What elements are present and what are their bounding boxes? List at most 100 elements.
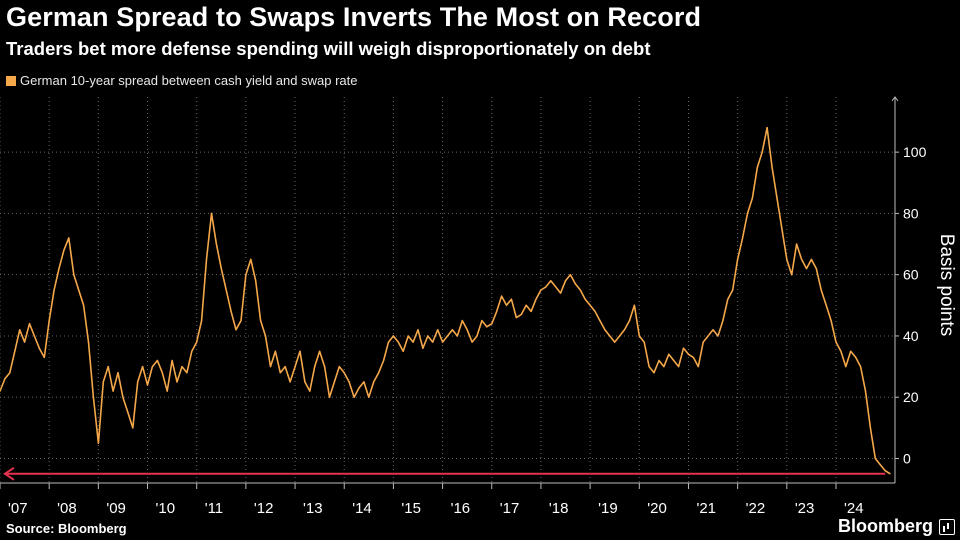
data-point	[137, 381, 139, 383]
data-point	[810, 258, 813, 260]
data-point	[432, 341, 434, 343]
brand-logo: Bloomberg	[838, 516, 956, 537]
data-point	[269, 365, 272, 368]
data-point	[673, 359, 675, 362]
brand-name: Bloomberg	[838, 516, 934, 536]
data-point	[127, 411, 129, 414]
data-point	[623, 329, 626, 331]
data-point	[146, 384, 149, 386]
data-point	[835, 341, 837, 343]
data-point	[196, 341, 198, 343]
data-point	[628, 320, 631, 322]
x-tick-label: '14	[352, 500, 372, 517]
data-point	[348, 381, 350, 383]
data-point	[338, 365, 340, 368]
data-point	[264, 335, 267, 337]
data-point	[368, 396, 370, 398]
data-point	[186, 372, 188, 374]
data-point	[820, 289, 822, 291]
data-point	[4, 378, 6, 380]
data-point	[73, 274, 75, 276]
data-point	[87, 341, 90, 343]
x-tick-label: '17	[500, 500, 520, 517]
data-point	[668, 353, 670, 355]
data-point	[786, 258, 788, 260]
data-point	[491, 323, 493, 325]
data-point	[151, 365, 154, 368]
data-point	[117, 372, 119, 374]
data-point	[702, 341, 704, 343]
data-point	[210, 212, 213, 215]
data-point	[500, 295, 503, 297]
data-point	[245, 274, 247, 276]
data-point	[481, 320, 483, 322]
data-point	[407, 335, 409, 337]
data-point	[161, 372, 163, 374]
data-point	[274, 350, 276, 352]
data-point	[859, 365, 862, 368]
data-point	[427, 335, 429, 337]
data-point	[255, 280, 257, 282]
data-point	[830, 320, 832, 322]
data-point	[682, 347, 685, 349]
source-note: Source: Bloomberg	[6, 521, 127, 536]
data-point	[132, 427, 134, 429]
data-point	[392, 335, 395, 337]
data-point	[697, 365, 699, 368]
data-point	[604, 329, 606, 331]
x-tick-label: '10	[156, 500, 176, 517]
data-point	[28, 323, 31, 325]
data-point	[540, 289, 542, 291]
data-point	[486, 326, 488, 328]
legend: German 10-year spread between cash yield…	[6, 73, 357, 88]
x-tick-label: '23	[795, 500, 815, 517]
data-point	[741, 237, 744, 239]
data-point	[289, 381, 291, 383]
data-point	[589, 304, 591, 306]
data-point	[805, 267, 808, 270]
data-point	[614, 341, 616, 343]
data-point	[225, 289, 227, 291]
data-point	[879, 464, 881, 466]
data-point	[363, 381, 365, 383]
data-point	[353, 396, 355, 398]
data-point	[53, 289, 55, 291]
y-tick-label: 80	[903, 205, 919, 221]
x-tick-label: '09	[106, 500, 126, 517]
data-point	[756, 166, 758, 169]
data-point	[191, 350, 193, 352]
data-point	[63, 249, 65, 251]
data-point	[850, 350, 852, 352]
data-point	[855, 356, 857, 358]
data-point	[309, 390, 311, 392]
data-point	[520, 313, 522, 316]
data-point	[471, 341, 473, 343]
data-point	[815, 267, 817, 270]
data-point	[451, 329, 454, 331]
data-point	[373, 381, 375, 383]
data-point	[663, 365, 665, 368]
data-point	[791, 274, 793, 276]
y-tick-label: 100	[903, 144, 927, 160]
x-tick-label: '15	[401, 500, 421, 517]
data-point	[461, 320, 463, 322]
data-point	[776, 197, 778, 199]
chart-title: German Spread to Swaps Inverts The Most …	[6, 2, 702, 32]
data-point	[441, 341, 444, 343]
data-point	[171, 359, 173, 362]
data-point	[840, 350, 842, 352]
data-point	[825, 304, 827, 306]
data-point	[358, 387, 360, 389]
data-point	[633, 304, 635, 306]
data-point	[746, 212, 749, 215]
data-point	[717, 335, 719, 337]
data-point	[692, 356, 694, 358]
data-point	[545, 286, 547, 288]
data-point	[97, 442, 99, 444]
data-point	[33, 335, 36, 337]
data-point	[722, 320, 724, 322]
data-point	[294, 365, 296, 368]
data-point	[658, 359, 660, 362]
data-point	[205, 258, 208, 260]
